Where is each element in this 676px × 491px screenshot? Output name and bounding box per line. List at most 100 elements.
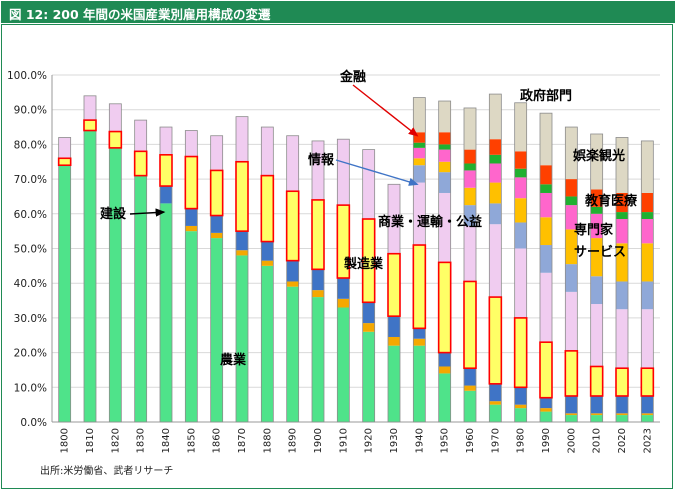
bar-segment-mfg — [160, 154, 172, 187]
x-tick-label: 1900 — [313, 428, 324, 453]
bar-segment-mining — [540, 408, 552, 412]
bar-segment-prof — [616, 281, 628, 310]
bar-segment-agri — [641, 415, 654, 422]
bar-segment-mfg — [337, 205, 350, 278]
bar-highlight-outline — [108, 130, 123, 149]
bar-segment-const — [337, 277, 350, 299]
bar-outline — [336, 138, 350, 423]
bar-segment-health — [565, 229, 578, 265]
bar-segment-agri — [590, 415, 603, 422]
bar-segment-agri — [84, 130, 96, 422]
bar-highlight-outline — [159, 154, 173, 187]
bar-segment-gov — [540, 113, 552, 166]
x-tick-label: 2010 — [592, 428, 603, 453]
bar-segment-mining — [464, 385, 476, 391]
bar-segment-mfg — [286, 191, 299, 261]
bar-segment-info — [413, 142, 426, 148]
bar-segment-trade — [590, 304, 603, 367]
bar-segment-const — [312, 269, 324, 291]
bar-outline — [463, 107, 477, 423]
bar-segment-health — [464, 187, 476, 206]
x-tick-label: 1850 — [186, 428, 197, 453]
bar-segment-mining — [185, 225, 198, 232]
bar-segment-health — [540, 217, 552, 246]
y-tick-label: 90.0% — [14, 105, 47, 117]
bar-segment-prof — [438, 172, 451, 193]
bar-segment-agri — [185, 231, 198, 422]
bar-highlight-outline — [589, 365, 604, 397]
bar-segment-trade — [286, 135, 299, 192]
bar-segment-mfg — [236, 161, 248, 232]
bar-outline — [564, 126, 578, 423]
bar-segment-trade — [236, 116, 248, 162]
bar-segment-const — [540, 397, 552, 409]
annotation-label: 建設 — [100, 206, 127, 222]
bar-segment-const — [464, 368, 476, 386]
bar-segment-const — [438, 352, 451, 367]
y-tick-label: 60.0% — [14, 209, 47, 221]
bar-segment-mfg — [514, 317, 527, 388]
bar-segment-prof — [489, 203, 502, 225]
bar-segment-trade — [641, 309, 654, 369]
source-note: 出所:米労働省、武者リサーチ — [40, 466, 174, 477]
bar-highlight-outline — [615, 367, 629, 397]
bar-segment-trade — [565, 291, 578, 351]
bar-segment-const — [413, 328, 426, 339]
y-tick-label: 0.0% — [20, 417, 47, 429]
bar-segment-fin — [641, 192, 654, 213]
annotation-label: 政府部門 — [520, 88, 572, 104]
bar-highlight-outline — [184, 155, 199, 210]
bar-segment-mfg — [185, 156, 198, 209]
bar-segment-const — [160, 186, 172, 204]
bar-segment-agri — [261, 265, 274, 422]
bar-segment-mfg — [540, 342, 552, 398]
bar-segment-gov — [590, 133, 603, 190]
bar-segment-prof — [464, 205, 476, 226]
bar-segment-leisure — [641, 219, 654, 244]
y-tick-label: 30.0% — [14, 313, 47, 325]
bar-segment-mfg — [464, 281, 476, 369]
bar-segment-gov — [413, 97, 426, 133]
bar-segment-trade — [540, 272, 552, 343]
bar-segment-agri — [489, 404, 502, 422]
bar-outline — [311, 140, 325, 423]
x-tick-label: 1810 — [85, 428, 96, 453]
bar-segment-trade — [464, 225, 476, 282]
bar-segment-mfg — [84, 120, 96, 131]
bar-segment-fin — [590, 189, 603, 207]
bar-segment-mining — [337, 298, 350, 308]
bar-segment-const — [514, 387, 527, 405]
bar-segment-mfg — [489, 297, 502, 384]
bar-segment-agri — [286, 286, 299, 422]
x-tick-label: 1870 — [237, 428, 248, 453]
x-tick-label: 1860 — [212, 428, 223, 453]
x-tick-label: 2020 — [617, 428, 628, 453]
bar-segment-agri — [160, 203, 172, 422]
bar-outline — [260, 126, 274, 423]
x-tick-label: 1960 — [465, 428, 476, 453]
x-tick-label: 1980 — [516, 428, 527, 453]
x-tick-label: 1830 — [136, 428, 147, 453]
bar-segment-mining — [261, 260, 274, 266]
bar-segment-agri — [337, 307, 350, 422]
bar-segment-mining — [362, 323, 375, 332]
bar-segment-mining — [286, 281, 299, 287]
bar-highlight-outline — [57, 157, 72, 167]
annotation-label: 金融 — [339, 69, 366, 85]
y-tick-label: 10.0% — [14, 382, 47, 394]
bar-segment-mining — [312, 290, 324, 298]
bar-highlight-outline — [260, 174, 275, 243]
annotation-label: 専門家 — [574, 222, 614, 238]
bar-segment-mining — [210, 232, 223, 239]
bar-segment-health — [616, 243, 628, 282]
bar-segment-agri — [438, 373, 451, 422]
bar-outline — [235, 116, 249, 423]
bar-highlight-outline — [311, 199, 325, 271]
annotation-arrow — [335, 159, 419, 186]
bar-segment-agri — [58, 165, 71, 422]
bar-segment-trade — [312, 140, 324, 200]
bar-outline — [83, 95, 97, 423]
bar-segment-trade — [489, 224, 502, 298]
bar-segment-health — [641, 243, 654, 282]
bar-segment-leisure — [514, 177, 527, 199]
